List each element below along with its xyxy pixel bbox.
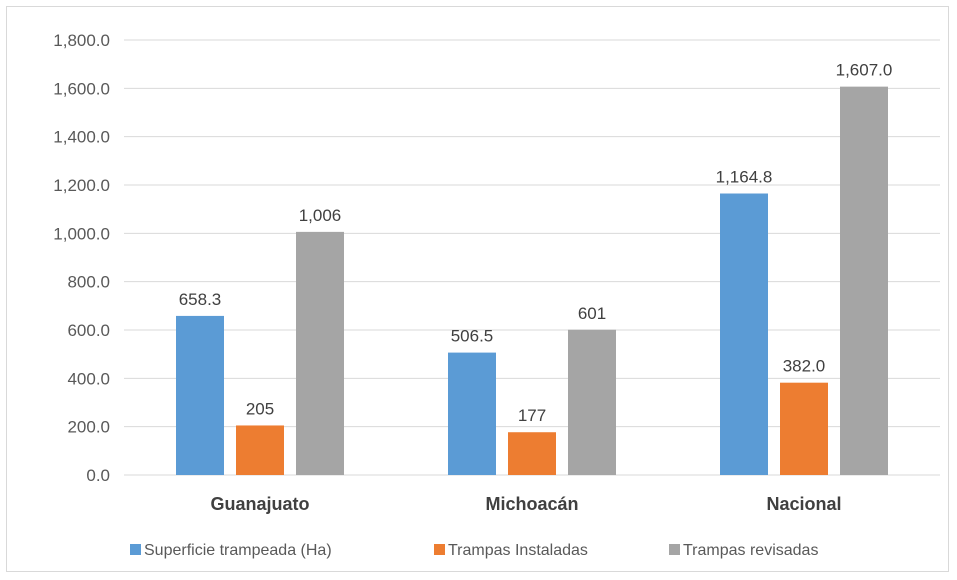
bar xyxy=(296,231,344,475)
bar xyxy=(840,86,888,476)
legend-label: Superficie trampeada (Ha) xyxy=(144,542,332,559)
bar xyxy=(448,352,496,475)
bar xyxy=(508,432,556,475)
y-axis-ticks: 0.0 200.0 400.0 600.0 800.0 1,000.0 1,200.0 1,4… xyxy=(53,31,110,485)
y-tick-label: 1,200.0 xyxy=(53,176,110,195)
data-labels: 658.3 205 1,006 506.5 177 601 1,164.8 382.0 1,60… xyxy=(179,61,893,426)
y-tick-label: 400.0 xyxy=(67,369,110,388)
y-tick-label: 1,600.0 xyxy=(53,79,110,98)
y-tick-label: 1,000.0 xyxy=(53,224,110,243)
bar xyxy=(236,425,284,475)
legend-label: Trampas revisadas xyxy=(683,542,818,559)
legend-item: Trampas revisadas xyxy=(669,542,818,559)
legend-swatch xyxy=(434,544,445,555)
y-tick-label: 600.0 xyxy=(67,321,110,340)
legend-swatch xyxy=(130,544,141,555)
chart-frame xyxy=(6,6,949,572)
y-tick-label: 1,800.0 xyxy=(53,31,110,50)
data-label: 177 xyxy=(518,406,546,425)
bar xyxy=(780,382,828,475)
y-tick-label: 0.0 xyxy=(86,466,110,485)
data-label: 506.5 xyxy=(451,327,494,346)
bar xyxy=(568,329,616,475)
data-label: 1,006 xyxy=(299,206,342,225)
data-label: 205 xyxy=(246,399,274,418)
y-tick-label: 800.0 xyxy=(67,273,110,292)
y-tick-label: 1,400.0 xyxy=(53,128,110,147)
y-tick-label: 200.0 xyxy=(67,418,110,437)
bar xyxy=(720,193,768,476)
legend-item: Trampas Instaladas xyxy=(434,542,588,559)
legend-item: Superficie trampeada (Ha) xyxy=(130,542,332,559)
legend-label: Trampas Instaladas xyxy=(448,542,588,559)
legend: Superficie trampeada (Ha) Trampas Instala… xyxy=(130,542,818,559)
data-label: 658.3 xyxy=(179,290,222,309)
x-category-label: Nacional xyxy=(766,494,841,514)
x-category-label: Michoacán xyxy=(485,494,578,514)
x-axis-categories: Guanajuato Michoacán Nacional xyxy=(210,494,841,514)
bar xyxy=(176,315,224,475)
data-label: 601 xyxy=(578,304,606,323)
data-label: 382.0 xyxy=(783,357,826,376)
x-category-label: Guanajuato xyxy=(210,494,309,514)
data-label: 1,164.8 xyxy=(716,168,773,187)
legend-swatch xyxy=(669,544,680,555)
bars xyxy=(176,86,888,476)
data-label: 1,607.0 xyxy=(836,61,893,80)
